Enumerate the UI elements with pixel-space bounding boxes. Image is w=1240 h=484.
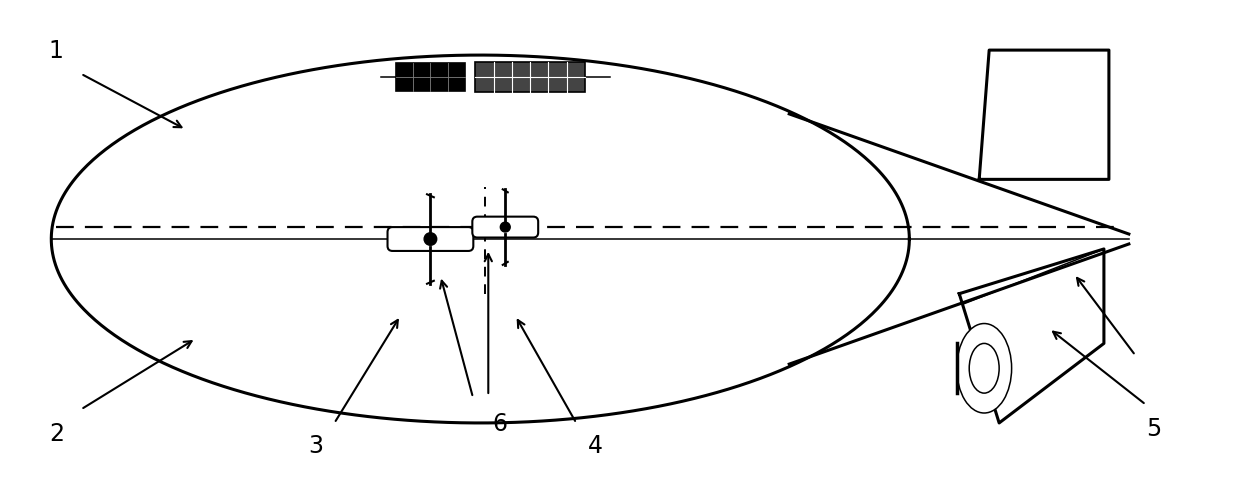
Circle shape: [500, 223, 510, 232]
Ellipse shape: [957, 324, 1012, 413]
Text: 5: 5: [1146, 416, 1162, 440]
Ellipse shape: [970, 344, 999, 393]
Circle shape: [424, 233, 436, 246]
Text: 4: 4: [588, 433, 603, 457]
Text: 6: 6: [492, 411, 507, 435]
FancyBboxPatch shape: [472, 217, 538, 238]
FancyBboxPatch shape: [388, 227, 474, 251]
Text: 3: 3: [309, 433, 324, 457]
Text: 2: 2: [48, 421, 63, 445]
Bar: [475, 63, 585, 93]
Text: 1: 1: [48, 39, 63, 63]
Bar: [396, 64, 465, 92]
